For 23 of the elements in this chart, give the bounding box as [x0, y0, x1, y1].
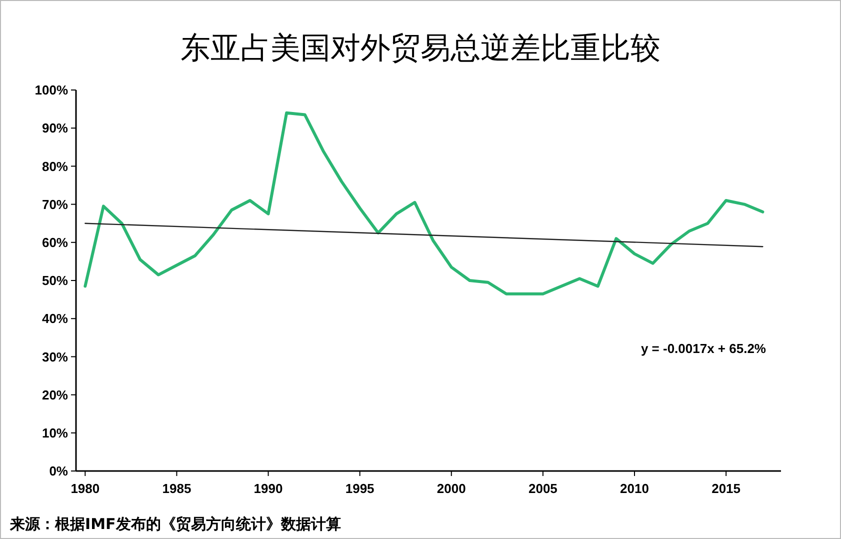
- y-tick-label: 60%: [42, 234, 68, 250]
- y-tick-label: 100%: [34, 82, 68, 98]
- x-tick-label: 1995: [345, 481, 374, 496]
- source-note: 来源：根据IMF发布的《贸易方向统计》数据计算: [9, 515, 341, 533]
- x-tick-label: 2005: [528, 481, 558, 496]
- y-tick-label: 0%: [49, 464, 68, 479]
- x-tick-label: 2015: [712, 481, 741, 496]
- y-tick-label: 30%: [42, 349, 68, 364]
- x-tick-label: 1980: [70, 481, 100, 496]
- chart-title: 东亚占美国对外贸易总逆差比重比较: [180, 31, 660, 66]
- x-tick-label: 2000: [436, 481, 466, 496]
- x-tick-label: 1990: [254, 481, 283, 496]
- y-tick-label: 20%: [42, 387, 68, 402]
- y-tick-label: 50%: [42, 273, 68, 288]
- x-tick-label: 2010: [620, 481, 649, 496]
- y-tick-label: 90%: [42, 120, 68, 136]
- annotation: y = -0.0017x + 65.2%: [640, 340, 766, 356]
- y-tick-label: 80%: [42, 158, 68, 174]
- line-series: [84, 111, 764, 296]
- x-tick-label: 1985: [162, 481, 192, 496]
- y-tick-label: 10%: [42, 425, 68, 440]
- y-tick-label: 70%: [42, 196, 68, 212]
- y-tick-label: 40%: [42, 311, 68, 326]
